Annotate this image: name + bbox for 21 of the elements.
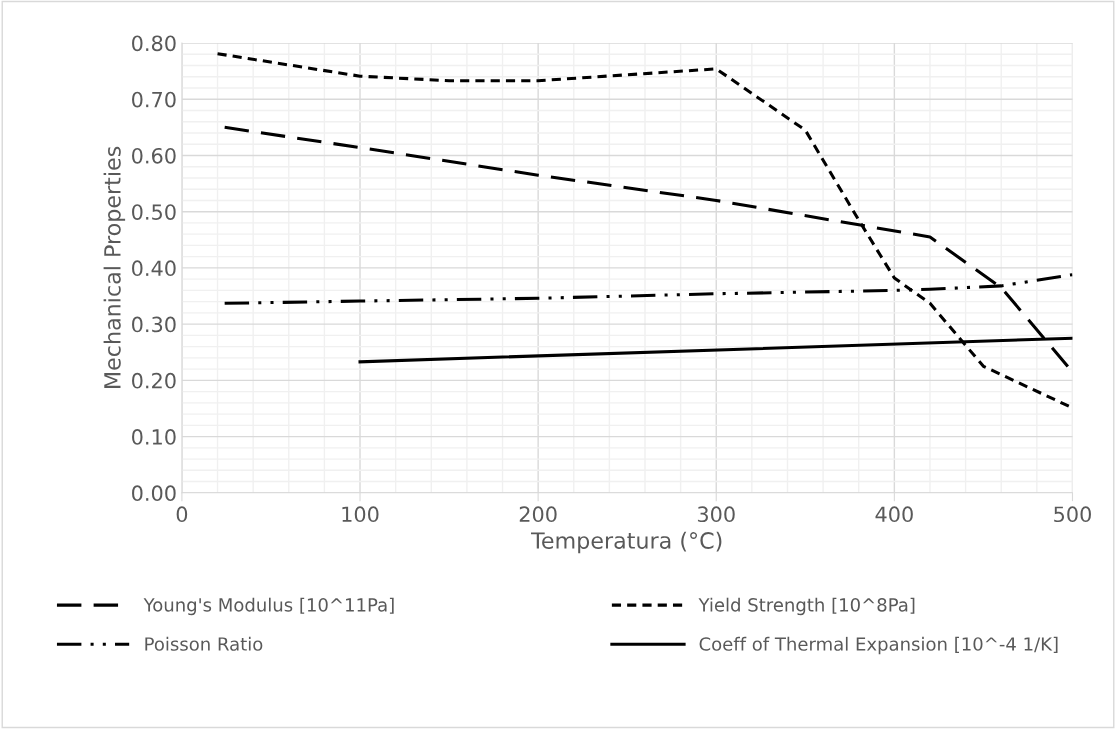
y-axis-title: Mechanical Properties (103, 146, 126, 388)
y-tick-label: 0.70 (132, 91, 176, 108)
x-tick-label: 100 (342, 506, 379, 523)
y-tick-label: 0.80 (132, 35, 176, 52)
legend-label: Poisson Ratio (145, 636, 263, 651)
y-tick-label: 0.20 (132, 372, 176, 389)
legend-label: Coeff of Thermal Expansion [10^-4 1/K] (699, 636, 1058, 655)
legend-label: Yield Strength [10^8Pa] (698, 597, 915, 616)
y-tick-label: 0.50 (132, 204, 176, 220)
y-tick-label: 0.10 (132, 429, 176, 445)
y-tick-label: 0.30 (132, 316, 176, 333)
y-tick-label: 0.00 (132, 485, 176, 502)
x-tick-label: 500 (1054, 506, 1091, 523)
y-tick-label: 0.60 (132, 147, 176, 164)
x-axis-title: Temperatura (°C) (531, 531, 722, 554)
y-tick-label: 0.40 (132, 260, 176, 277)
x-tick-label: 0 (176, 506, 188, 523)
x-tick-label: 300 (697, 506, 735, 523)
x-tick-label: 200 (519, 506, 557, 523)
legend-label: Young's Modulus [10^11Pa] (143, 597, 394, 616)
x-tick-label: 400 (875, 506, 913, 523)
